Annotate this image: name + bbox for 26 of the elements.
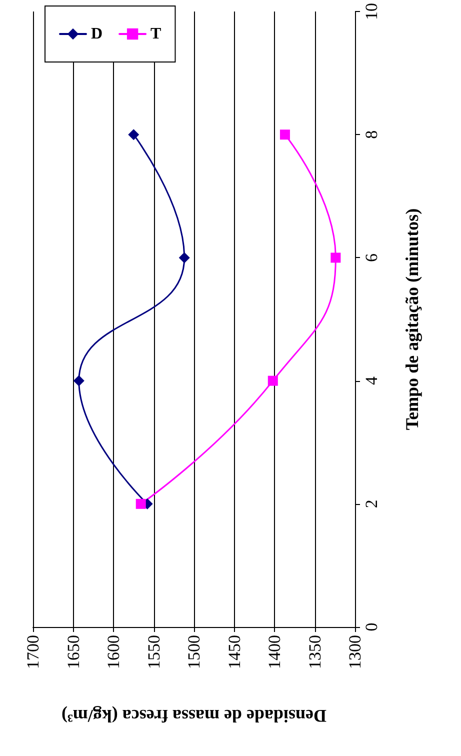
x-tick-label: 1650 xyxy=(64,635,83,669)
x-tick-label: 1600 xyxy=(104,635,123,669)
y-tick-label: 10 xyxy=(362,3,381,20)
point xyxy=(280,130,290,140)
point xyxy=(128,129,140,140)
y-tick-label: 2 xyxy=(362,500,381,508)
x-tick-label: 1300 xyxy=(346,635,364,669)
point xyxy=(136,498,146,509)
y-tick-label: 0 xyxy=(362,622,381,632)
x-tick-label: 1350 xyxy=(305,635,324,669)
x-tick-label: 1500 xyxy=(184,635,204,669)
legend-label: T xyxy=(150,26,162,42)
y-axis-title: Tempo de agitação (minutos) xyxy=(402,208,422,430)
point xyxy=(330,252,341,263)
x-tick-label: 1450 xyxy=(224,635,244,669)
point xyxy=(178,252,190,264)
legend-label: D xyxy=(91,26,103,42)
point xyxy=(73,375,84,386)
y-tick-label: 6 xyxy=(362,253,381,262)
x-tick-label: 1400 xyxy=(265,635,284,669)
x-axis-title: Densidade de massa fresca (kg/m³) xyxy=(61,706,327,726)
y-tick-label: 4 xyxy=(362,376,381,386)
point xyxy=(268,376,278,386)
y-tick-label: 8 xyxy=(362,130,381,139)
x-tick-label: 1700 xyxy=(24,635,42,669)
x-tick-label: 1550 xyxy=(144,635,164,669)
